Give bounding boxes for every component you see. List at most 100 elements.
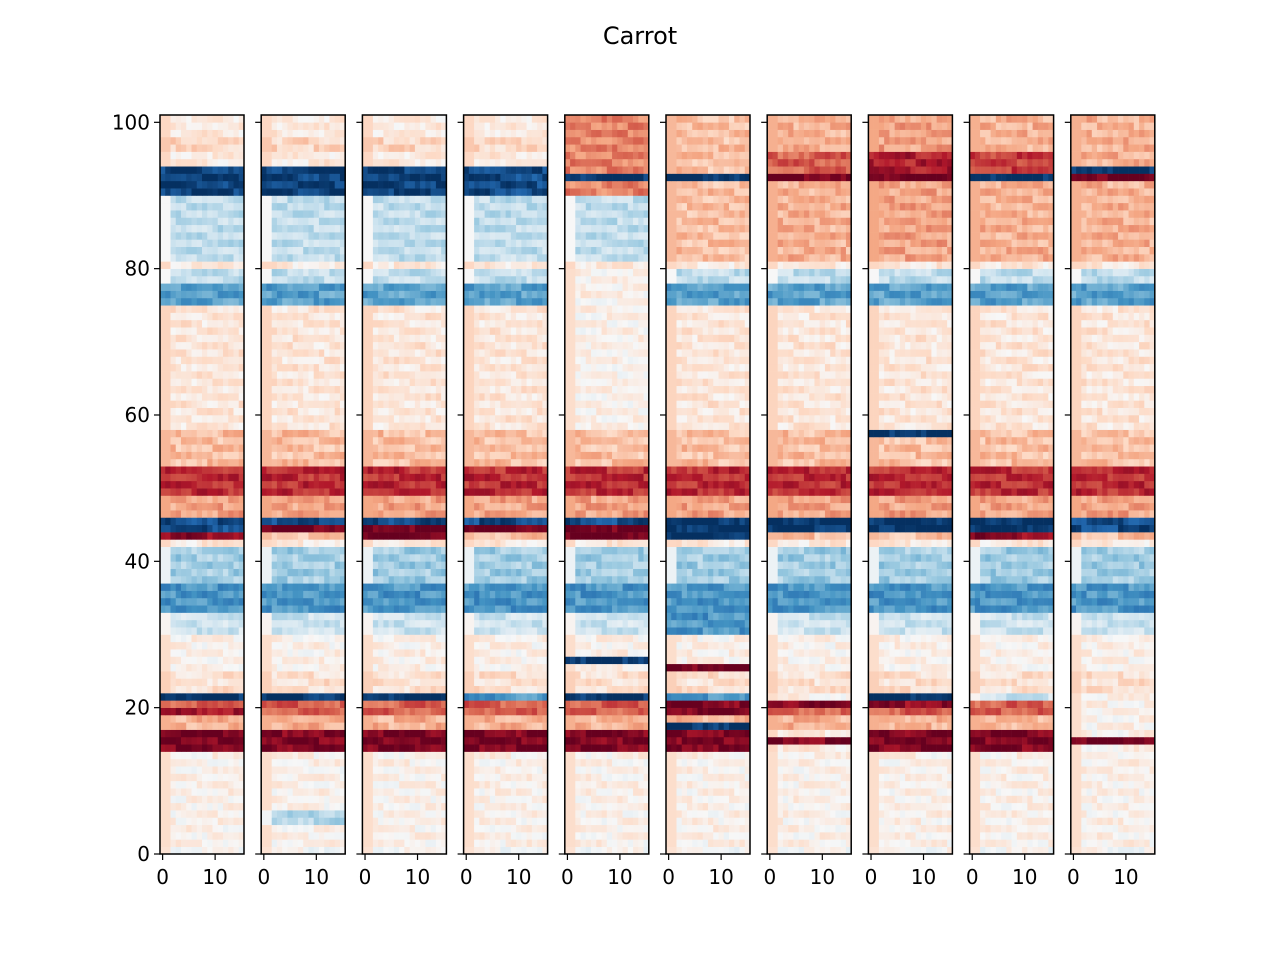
heatmap-cell (378, 517, 384, 526)
heatmap-cell (266, 627, 272, 635)
heatmap-cell (324, 634, 330, 643)
heatmap-cell (233, 583, 240, 591)
heatmap-cell (207, 700, 213, 708)
heatmap-cell (191, 180, 198, 189)
heatmap-cell (186, 202, 192, 211)
heatmap-cell (292, 714, 299, 723)
heatmap-cell (238, 363, 245, 372)
heatmap-cell (420, 846, 426, 855)
heatmap-cell (271, 136, 278, 145)
heatmap-cell (238, 583, 245, 591)
heatmap-cell (393, 656, 400, 665)
heatmap-cell (175, 502, 182, 511)
heatmap-cell (282, 619, 288, 628)
heatmap-cell (329, 700, 335, 708)
heatmap-cell (324, 144, 330, 152)
heatmap-cell (223, 517, 229, 526)
heatmap-cell (313, 363, 320, 372)
heatmap-cell (324, 385, 330, 394)
heatmap-cell (414, 546, 421, 555)
heatmap-cell (425, 305, 431, 313)
heatmap-cell (318, 488, 325, 496)
heatmap-cell (202, 693, 208, 701)
heatmap-cell (334, 839, 341, 847)
heatmap-cell (170, 554, 177, 562)
heatmap-cell (441, 202, 447, 211)
heatmap-cell (175, 517, 182, 526)
heatmap-cell (318, 414, 325, 423)
heatmap-cell (367, 136, 374, 145)
heatmap-cell (367, 605, 374, 613)
heatmap-cell (196, 400, 203, 408)
heatmap-cell (339, 751, 346, 760)
heatmap-cell (378, 180, 384, 189)
heatmap-cell (441, 429, 447, 438)
heatmap-cell (435, 597, 442, 606)
heatmap-cell (430, 663, 437, 672)
heatmap-cell (233, 744, 240, 752)
heatmap-cell (233, 539, 240, 547)
heatmap-cell (378, 422, 384, 430)
heatmap-cell (489, 802, 496, 811)
heatmap-cell (196, 166, 203, 174)
heatmap-cell (441, 502, 447, 511)
heatmap-cell (170, 824, 177, 833)
heatmap-cell (202, 590, 208, 599)
heatmap-cell (324, 575, 330, 584)
heatmap-cell (271, 641, 278, 650)
heatmap-cell (292, 839, 299, 847)
heatmap-cell (175, 539, 182, 547)
heatmap-cell (435, 312, 442, 321)
heatmap-cell (292, 363, 299, 372)
heatmap-cell (175, 744, 182, 752)
heatmap-cell (160, 832, 166, 840)
heatmap-cell (181, 158, 187, 167)
heatmap-cell (324, 297, 330, 306)
heatmap-cell (175, 685, 182, 694)
heatmap-cell (292, 773, 299, 782)
heatmap-cell (404, 788, 410, 796)
heatmap-cell (207, 224, 213, 233)
heatmap-cell (339, 122, 346, 130)
heatmap-cell (303, 532, 309, 540)
heatmap-cell (339, 385, 346, 394)
heatmap-cell (441, 151, 447, 160)
heatmap-cell (282, 202, 288, 211)
heatmap-cell (388, 232, 395, 240)
heatmap-cell (223, 714, 229, 723)
heatmap-cell (165, 517, 171, 526)
heatmap-cell (271, 224, 278, 233)
heatmap-cell (266, 736, 272, 745)
heatmap-cell (378, 685, 384, 694)
heatmap-cell (367, 546, 374, 555)
heatmap-cell (441, 305, 447, 313)
heatmap-cell (181, 736, 187, 745)
heatmap-cell (303, 115, 309, 123)
heatmap-cell (334, 568, 341, 577)
heatmap-cell (233, 290, 240, 299)
heatmap-cell (228, 780, 234, 789)
heatmap-cell (383, 583, 389, 591)
heatmap-cell (276, 539, 283, 547)
heatmap-cell (287, 795, 293, 804)
heatmap-cell (212, 312, 219, 321)
heatmap-cell (378, 136, 384, 145)
heatmap-cell (228, 714, 234, 723)
heatmap-cell (212, 341, 219, 350)
heatmap-cell (404, 649, 410, 657)
heatmap-cell (313, 488, 320, 496)
heatmap-cell (303, 495, 309, 504)
heatmap-cell (282, 751, 288, 760)
heatmap-cell (463, 810, 470, 818)
heatmap-cell (217, 334, 224, 343)
heatmap-cell (308, 458, 314, 467)
heatmap-cell (238, 151, 245, 160)
heatmap-cell (420, 583, 426, 591)
heatmap-cell (339, 246, 346, 255)
heatmap-cell (372, 744, 379, 752)
heatmap-cell (282, 597, 288, 606)
heatmap-cell (334, 597, 341, 606)
heatmap-cell (308, 832, 314, 840)
heatmap-cell (537, 817, 543, 826)
heatmap-cell (228, 744, 234, 752)
